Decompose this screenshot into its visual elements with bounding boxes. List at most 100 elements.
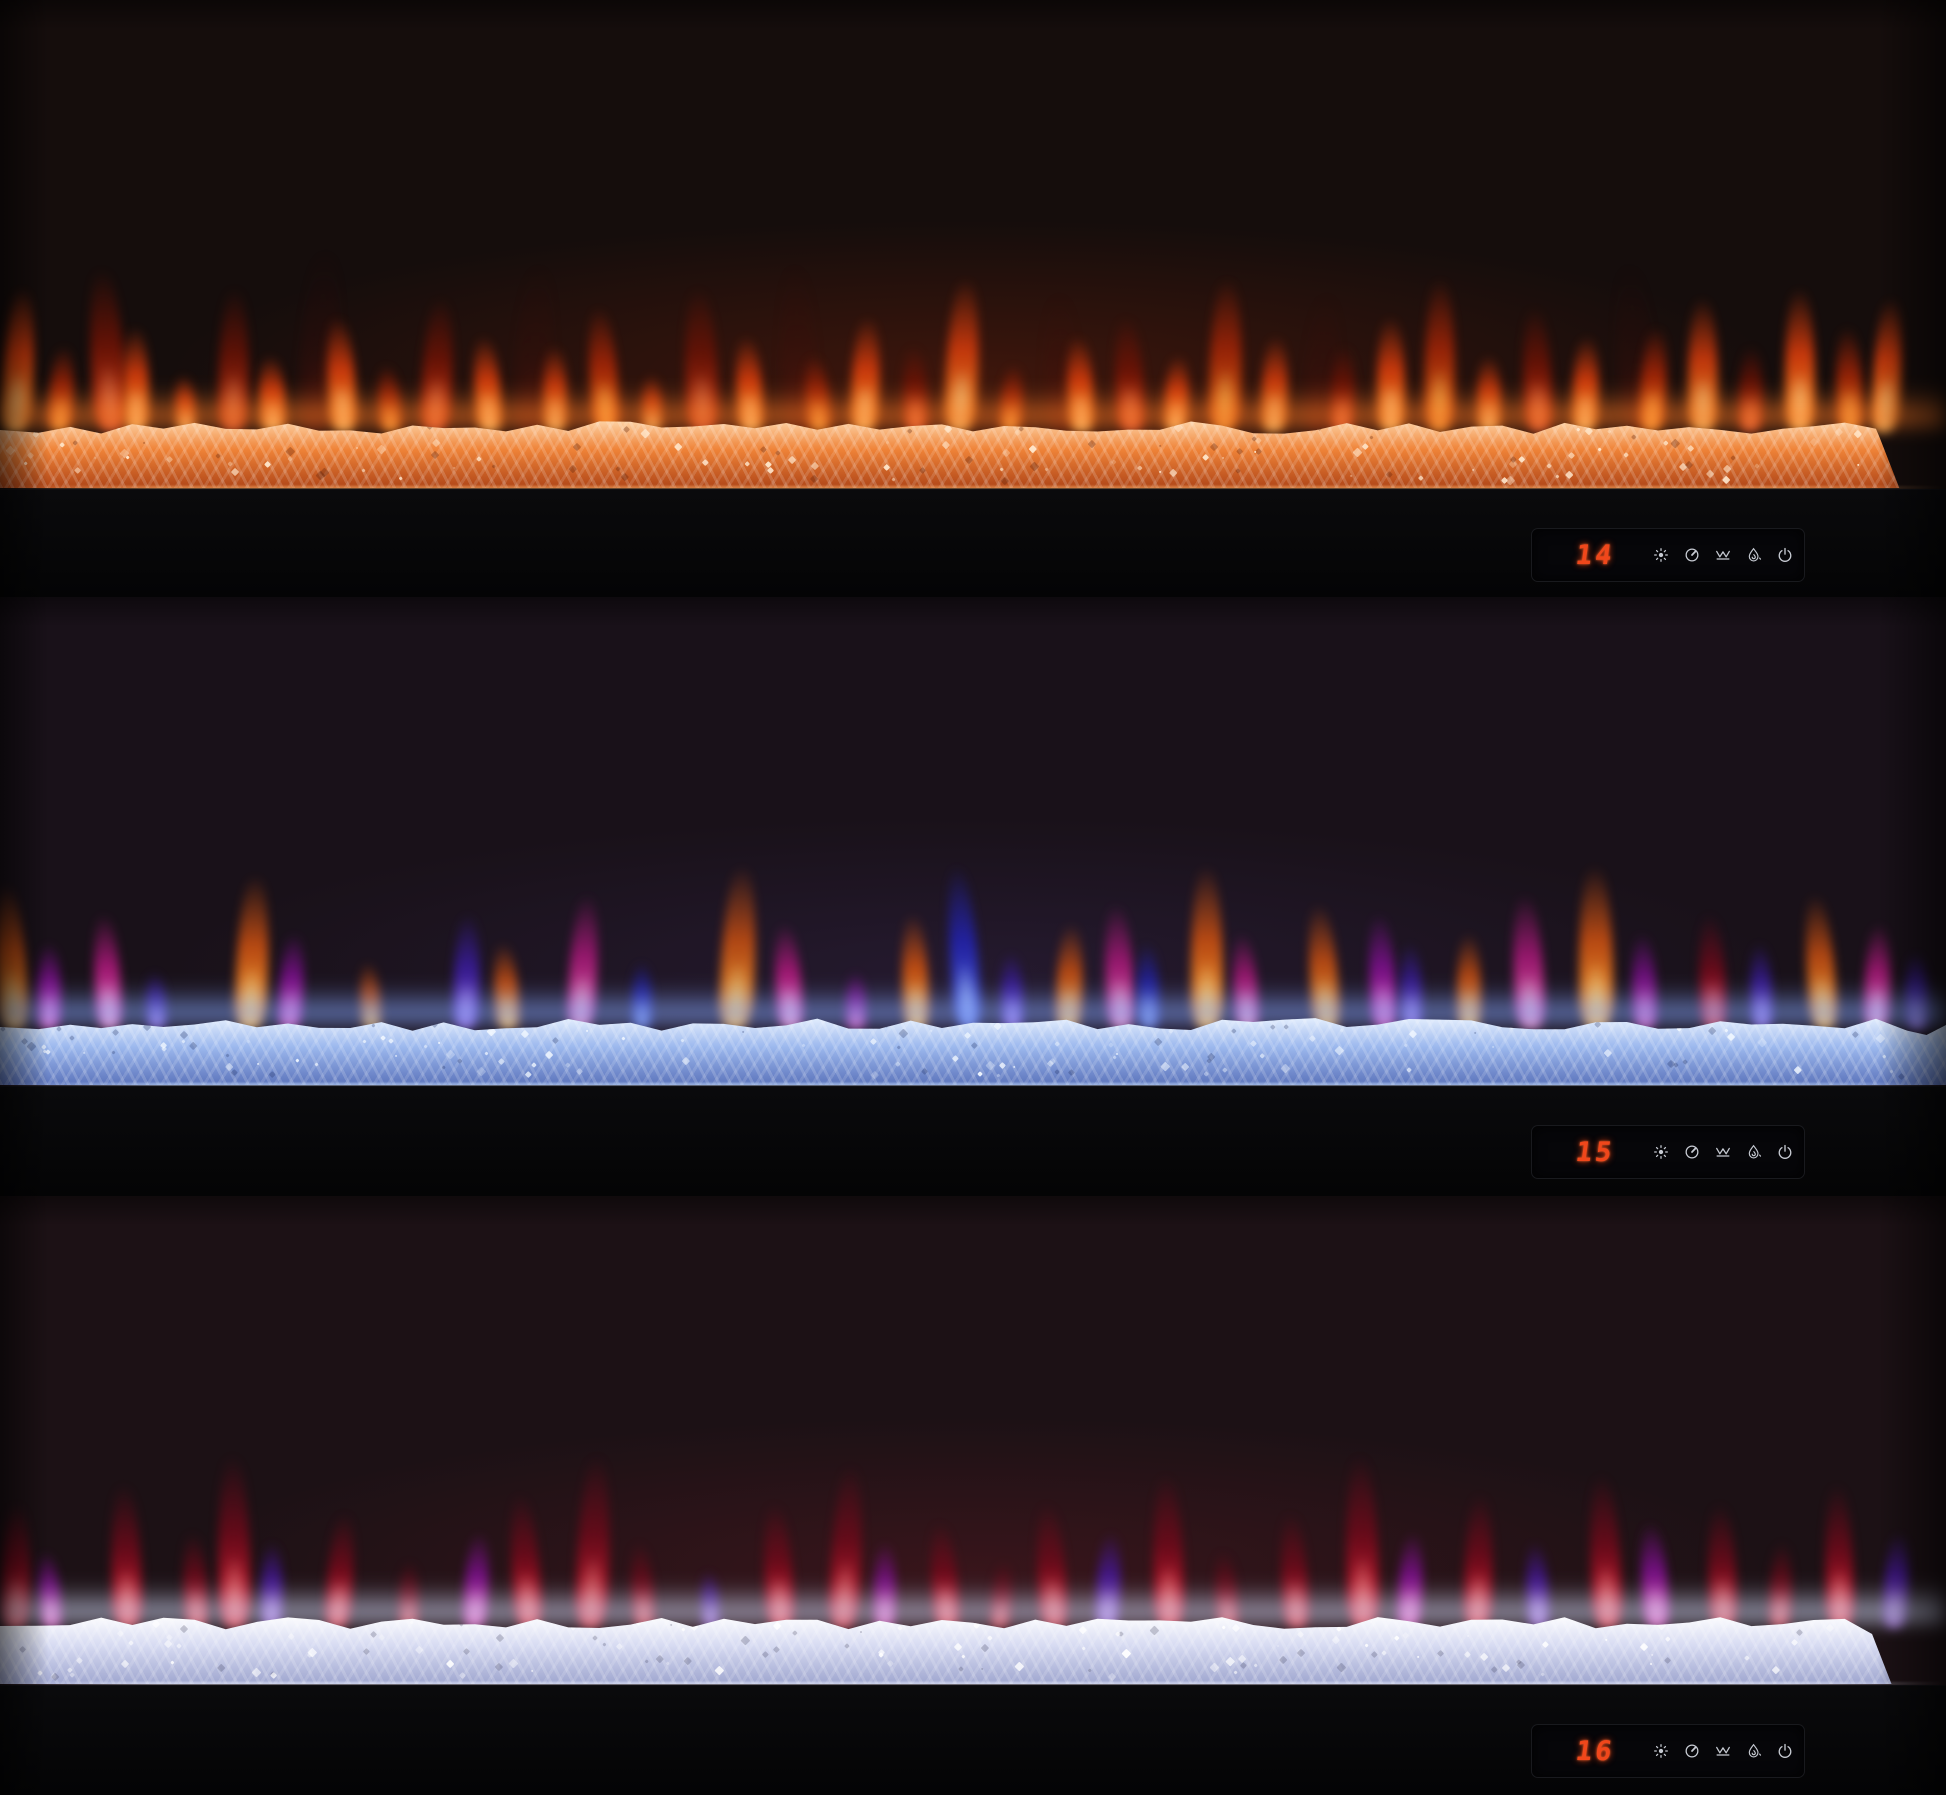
crystal-sparkle <box>1108 1042 1114 1048</box>
crystal-sparkle <box>1650 1653 1654 1658</box>
crystal-sparkle <box>1722 464 1732 474</box>
power-icon[interactable] <box>1776 546 1794 564</box>
crystal-sparkle <box>1466 1634 1470 1638</box>
crystal-sparkle <box>287 455 294 462</box>
crystal-sparkle <box>58 442 65 449</box>
control-panel: 16 <box>1531 1724 1805 1778</box>
crystal-sparkle <box>68 1672 75 1679</box>
crystal-sparkle <box>1607 429 1611 434</box>
crystal-sparkle <box>1012 1065 1016 1069</box>
crystal-sparkle <box>1225 1656 1236 1666</box>
crystal-sparkle <box>263 460 271 468</box>
crystal-sparkle <box>1339 1028 1345 1033</box>
crystal-sparkle <box>1471 468 1475 472</box>
crystal-sparkle <box>484 1050 489 1056</box>
crystal-sparkle <box>355 446 359 450</box>
crystal-sparkle <box>1491 1665 1498 1673</box>
crystal-sparkle <box>1576 427 1581 431</box>
power-icon[interactable] <box>1776 1742 1794 1760</box>
crystal-sparkle <box>1054 1041 1061 1048</box>
crystal-sparkle <box>1567 452 1575 460</box>
crystal-sparkle <box>1889 1069 1895 1074</box>
crystal-sparkle <box>714 1665 725 1676</box>
flame-effect-icon[interactable] <box>1745 1143 1763 1161</box>
crystal-sparkle <box>1510 455 1517 463</box>
crystal-sparkle <box>1604 1049 1613 1058</box>
crystal-sparkle <box>1180 1062 1190 1072</box>
crystal-sparkle <box>1622 451 1629 458</box>
crystal-sparkle <box>180 1039 186 1044</box>
crystal-sparkle <box>701 458 709 466</box>
crystal-sparkle <box>792 1630 798 1636</box>
crystal-sparkle <box>1479 1653 1489 1663</box>
crystal-sparkle <box>1209 1662 1220 1673</box>
crystal-sparkle <box>1111 459 1117 465</box>
timer-icon[interactable] <box>1683 1143 1701 1161</box>
ember-bed-icon[interactable] <box>1714 1143 1732 1161</box>
crystal-sparkle <box>971 1042 979 1049</box>
crystal-sparkle <box>616 1642 623 1650</box>
crystal-sparkle <box>1403 1042 1409 1048</box>
brightness-icon[interactable] <box>1652 546 1670 564</box>
crystal-sparkle <box>37 1670 43 1676</box>
crystal-sparkle <box>1087 1668 1093 1674</box>
timer-icon[interactable] <box>1683 1742 1701 1760</box>
crystal-sparkle <box>772 1646 780 1653</box>
crystal-sparkle <box>762 1650 770 1658</box>
crystal-sparkle <box>362 1039 367 1044</box>
crystal-sparkle <box>894 1061 900 1067</box>
crystal-sparkle <box>26 452 34 460</box>
crystal-sparkle <box>1631 434 1637 440</box>
crystal-sparkle <box>179 1030 189 1039</box>
crystal-sparkle <box>743 461 750 468</box>
crystal-sparkle <box>437 1041 441 1046</box>
ember-bed-icon[interactable] <box>1714 546 1732 564</box>
crystal-sparkle <box>1491 1045 1495 1049</box>
touch-controls <box>1652 1742 1794 1760</box>
crystal-sparkle <box>1237 1654 1247 1664</box>
crystal-sparkle <box>1370 1651 1378 1658</box>
crystal-sparkle <box>680 1038 685 1043</box>
crystal-sparkle <box>1401 1632 1410 1640</box>
crystal-sparkle <box>520 1029 529 1039</box>
touch-controls <box>1652 1143 1794 1161</box>
power-icon[interactable] <box>1776 1143 1794 1161</box>
crystal-sparkle <box>231 1069 238 1076</box>
crystal-sparkle <box>256 1062 260 1066</box>
crystal-sparkle <box>1168 468 1178 478</box>
brightness-icon[interactable] <box>1652 1143 1670 1161</box>
crystal-sparkle <box>1380 1650 1387 1657</box>
timer-icon[interactable] <box>1683 546 1701 564</box>
crystal-sparkle <box>1875 1034 1886 1044</box>
ember-bed-icon[interactable] <box>1714 1742 1732 1760</box>
crystal-sparkle <box>498 1058 505 1065</box>
crystal-sparkle <box>1686 445 1695 453</box>
crystal-sparkle <box>810 461 820 471</box>
crystal-sparkle <box>1516 1661 1526 1670</box>
crystal-sparkle <box>810 474 819 484</box>
crystal-sparkle <box>1852 1030 1859 1038</box>
crystal-sparkle <box>1296 1631 1305 1639</box>
flame-effect-icon[interactable] <box>1745 546 1763 564</box>
crystal-sparkle <box>987 1635 993 1641</box>
crystal-sparkle <box>615 465 622 472</box>
crystal-sparkle <box>1158 444 1162 448</box>
crystal-sparkle <box>1726 1033 1736 1042</box>
crystal-sparkle <box>530 1669 534 1674</box>
crystal-sparkle <box>1231 1027 1237 1034</box>
crystal-sparkle <box>1663 440 1669 446</box>
crystal-sparkle <box>576 1068 584 1076</box>
crystal-sparkle <box>1158 470 1162 474</box>
crystal-sparkle <box>524 1071 532 1078</box>
crystal-sparkle <box>1394 1635 1400 1641</box>
brightness-icon[interactable] <box>1652 1742 1670 1760</box>
flame-effect-icon[interactable] <box>1745 1742 1763 1760</box>
crystal-sparkle <box>859 1630 863 1634</box>
crystal-sparkle <box>621 472 630 481</box>
crystal-sparkle <box>1258 1053 1265 1060</box>
crystal-sparkle <box>622 425 630 433</box>
crystal-sparkle <box>759 446 767 454</box>
crystal-sparkle <box>72 440 79 447</box>
crystal-sparkle <box>1724 1028 1729 1033</box>
crystal-sparkle <box>980 1643 989 1652</box>
